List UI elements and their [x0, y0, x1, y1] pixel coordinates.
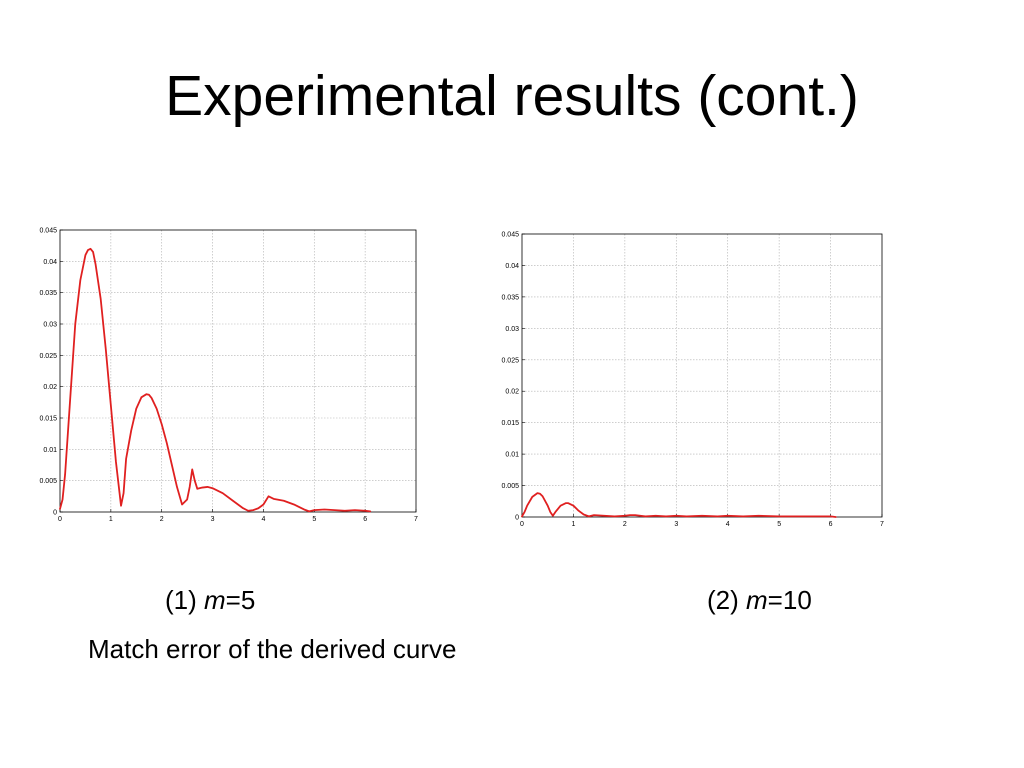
caption-m5: (1) m=5: [165, 585, 255, 615]
y-tick-label: 0.04: [505, 263, 519, 270]
x-tick-label: 4: [726, 521, 730, 528]
x-tick-label: 2: [623, 521, 627, 528]
y-tick-label: 0.02: [43, 384, 57, 391]
slide-subtitle: Match error of the derived curve: [88, 634, 457, 664]
x-tick-label: 7: [880, 521, 884, 528]
y-tick-label: 0.04: [43, 259, 57, 266]
plot-area: [522, 234, 882, 517]
caption-m5-variable: m: [204, 585, 226, 615]
y-tick-label: 0.005: [39, 478, 57, 485]
x-tick-label: 0: [520, 521, 524, 528]
y-tick-label: 0.025: [501, 357, 519, 364]
x-tick-label: 1: [571, 521, 575, 528]
x-tick-label: 6: [829, 521, 833, 528]
chart-m10: 0 1 2 3 4 5 6 7 0 0.005 0.01 0.015 0.02 0.025 0.03 0.03…: [501, 232, 884, 529]
y-tick-label: 0.03: [505, 326, 519, 333]
x-tick-label: 6: [363, 516, 367, 523]
x-tick-label: 3: [674, 521, 678, 528]
axes-frame: [59, 229, 417, 513]
y-tick-label: 0.01: [43, 447, 57, 454]
y-tick-label: 0.025: [39, 353, 57, 360]
x-tick-label: 2: [160, 516, 164, 523]
y-tick-label: 0.035: [501, 294, 519, 301]
x-tick-label: 4: [261, 516, 265, 523]
caption-m5-value: =5: [225, 585, 256, 615]
x-tick-label: 3: [211, 516, 215, 523]
plot-area: [60, 230, 416, 512]
caption-m10-value: =10: [767, 585, 812, 615]
y-tick-label: 0.03: [43, 322, 57, 329]
caption-m10-prefix: (2): [707, 585, 746, 615]
y-tick-label: 0.035: [39, 290, 57, 297]
series-line-0: [59, 247, 372, 513]
y-tick-label: 0.045: [501, 232, 519, 239]
y-tick-label: 0.045: [39, 228, 57, 235]
caption-m10-variable: m: [746, 585, 768, 615]
slide-title: Experimental results (cont.): [165, 64, 859, 128]
y-tick-label: 0: [53, 510, 57, 517]
caption-m5-prefix: (1): [165, 585, 204, 615]
y-tick-label: 0.005: [501, 483, 519, 490]
x-tick-label: 7: [414, 516, 418, 523]
x-tick-label: 5: [777, 521, 781, 528]
x-tick-label: 5: [312, 516, 316, 523]
axes-frame: [521, 233, 883, 518]
y-tick-label: 0.02: [505, 389, 519, 396]
x-tick-label: 1: [109, 516, 113, 523]
y-tick-label: 0.015: [501, 420, 519, 427]
x-tick-label: 0: [58, 516, 62, 523]
series-line-0: [521, 492, 837, 518]
chart-m5: 0 1 2 3 4 5 6 7 0 0.005 0.01 0.015 0.02 0.025 0.03 0.03…: [39, 228, 418, 524]
y-tick-label: 0.01: [505, 452, 519, 459]
y-tick-label: 0: [515, 515, 519, 522]
caption-m10: (2) m=10: [707, 585, 812, 615]
y-tick-label: 0.015: [39, 416, 57, 423]
